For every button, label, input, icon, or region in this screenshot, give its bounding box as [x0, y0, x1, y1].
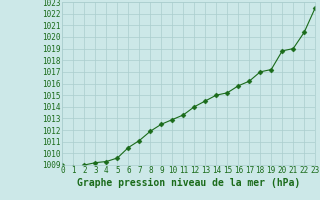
X-axis label: Graphe pression niveau de la mer (hPa): Graphe pression niveau de la mer (hPa): [77, 178, 300, 188]
